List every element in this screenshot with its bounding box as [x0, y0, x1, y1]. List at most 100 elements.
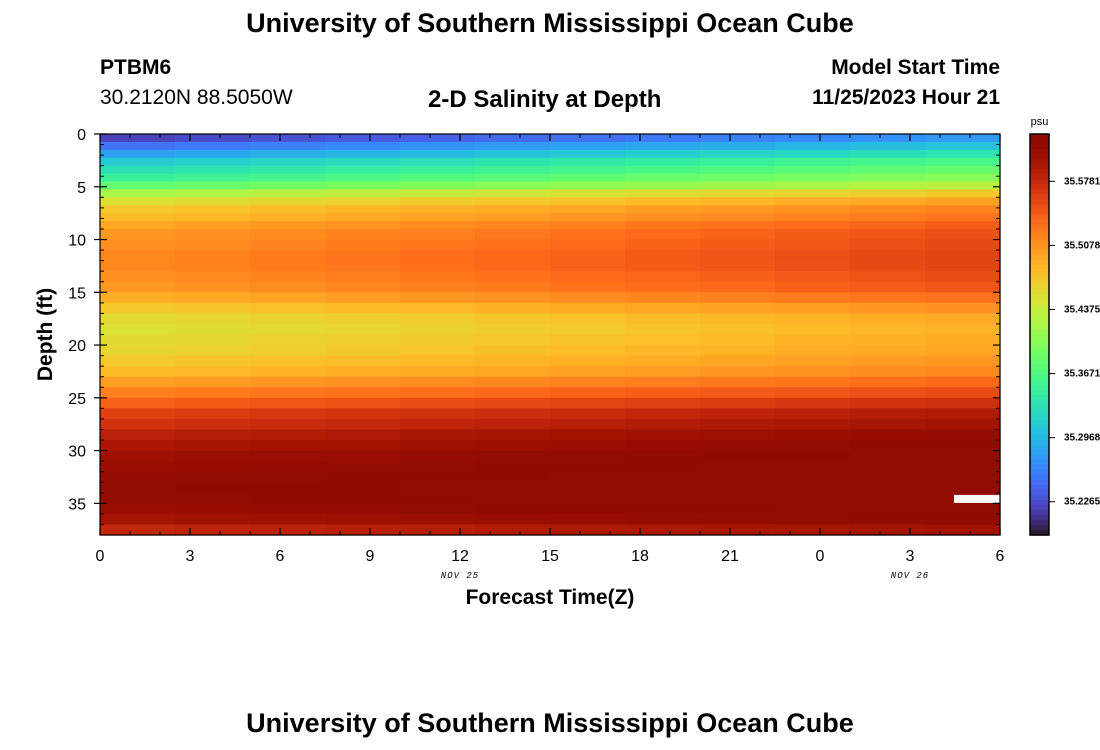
colorbar-segment: [1030, 279, 1049, 285]
heatmap-cell: [850, 189, 926, 198]
heatmap-cell: [475, 440, 551, 452]
colorbar-segment: [1030, 219, 1049, 225]
heatmap-cell: [400, 482, 476, 494]
heatmap-cell: [325, 461, 401, 473]
heatmap-cell: [100, 334, 176, 346]
heatmap-cell: [325, 418, 401, 431]
heatmap-cell: [700, 461, 776, 473]
heatmap-cell: [400, 450, 476, 462]
heatmap-cell: [400, 149, 476, 159]
heatmap-cell: [325, 482, 401, 494]
colorbar-segment: [1030, 259, 1049, 265]
heatmap-cell: [325, 366, 401, 378]
heatmap-cell: [400, 471, 476, 483]
heatmap-cell: [550, 482, 626, 494]
heatmap-cell: [925, 302, 1001, 314]
heatmap-cell: [400, 461, 476, 473]
heatmap-cell: [775, 387, 851, 399]
heatmap-cell: [250, 250, 326, 262]
colorbar-segment: [1030, 244, 1049, 250]
heatmap-cell: [175, 429, 251, 441]
heatmap-cell: [850, 345, 926, 357]
colorbar-segment: [1030, 444, 1049, 451]
heatmap-cell: [250, 323, 326, 336]
heatmap-cell: [850, 213, 926, 222]
heatmap-cell: [775, 492, 851, 504]
heatmap-cell: [700, 149, 776, 159]
heatmap-cell: [625, 313, 701, 325]
heatmap-cell: [250, 197, 326, 206]
heatmap-cell: [925, 157, 1001, 167]
heatmap-cell: [100, 387, 176, 399]
heatmap-cell: [625, 450, 701, 462]
colorbar-segment: [1030, 339, 1049, 346]
heatmap-cell: [475, 281, 551, 293]
heatmap-cell: [400, 271, 476, 283]
x-tick-label: 3: [186, 548, 195, 565]
heatmap-cell: [700, 429, 776, 441]
heatmap-cell: [100, 149, 176, 159]
heatmap-cell: [550, 345, 626, 357]
colorbar-tick-label: 35.3671: [1064, 369, 1100, 380]
heatmap-cell: [775, 260, 851, 272]
colorbar-tick-label: 35.5078: [1064, 240, 1100, 251]
page-title-repeat: University of Southern Mississippi Ocean…: [246, 708, 854, 738]
heatmap-cell: [175, 271, 251, 283]
heatmap-cell: [775, 292, 851, 304]
heatmap-cell: [850, 281, 926, 293]
heatmap-cell: [100, 397, 176, 409]
heatmap-cell: [100, 302, 176, 314]
heatmap-cell: [175, 292, 251, 304]
heatmap-cell: [250, 429, 326, 441]
heatmap-cell: [550, 397, 626, 409]
heatmap-cell: [325, 189, 401, 198]
heatmap-cell: [625, 260, 701, 272]
heatmap-cell: [100, 471, 176, 483]
heatmap-cell: [175, 302, 251, 314]
heatmap-cell: [625, 461, 701, 473]
heatmap-cell: [250, 355, 326, 367]
heatmap-cell: [475, 313, 551, 325]
heatmap-cell: [100, 429, 176, 441]
heatmap-cell: [250, 205, 326, 214]
heatmap-cell: [325, 397, 401, 409]
heatmap-cell: [175, 239, 251, 251]
heatmap-cell: [100, 440, 176, 452]
heatmap-cell: [400, 387, 476, 399]
heatmap-cell: [400, 503, 476, 515]
heatmap-cell: [325, 376, 401, 388]
colorbar-segment: [1030, 484, 1049, 491]
heatmap-cell: [625, 355, 701, 367]
heatmap-cell: [700, 323, 776, 336]
heatmap-cell: [100, 157, 176, 167]
colorbar-segment: [1030, 254, 1049, 260]
heatmap-cell: [625, 165, 701, 175]
heatmap-cell: [325, 408, 401, 420]
heatmap-cell: [775, 355, 851, 367]
heatmap-cell: [550, 189, 626, 198]
heatmap-cell: [250, 260, 326, 272]
heatmap-cell: [475, 239, 551, 251]
heatmap-cell: [475, 355, 551, 367]
heatmap-cell: [475, 323, 551, 336]
heatmap-cell: [100, 513, 176, 526]
heatmap-cell: [250, 228, 326, 241]
heatmap-cell: [925, 408, 1001, 420]
heatmap-cell: [400, 281, 476, 293]
heatmap-cell: [100, 173, 176, 183]
heatmap-cell: [775, 189, 851, 198]
heatmap-cell: [475, 157, 551, 167]
heatmap-cell: [550, 503, 626, 515]
heatmap-cell: [100, 165, 176, 175]
heatmap-cell: [475, 134, 551, 143]
heatmap-cell: [850, 376, 926, 388]
colorbar-segment: [1030, 164, 1049, 170]
heatmap-cell: [550, 492, 626, 504]
heatmap-cell: [925, 503, 1001, 515]
heatmap-cell: [775, 429, 851, 441]
colorbar-segment: [1030, 314, 1049, 321]
heatmap-cell: [775, 471, 851, 483]
heatmap-cell: [400, 323, 476, 336]
heatmap-cell: [550, 281, 626, 293]
heatmap-cell: [325, 141, 401, 151]
